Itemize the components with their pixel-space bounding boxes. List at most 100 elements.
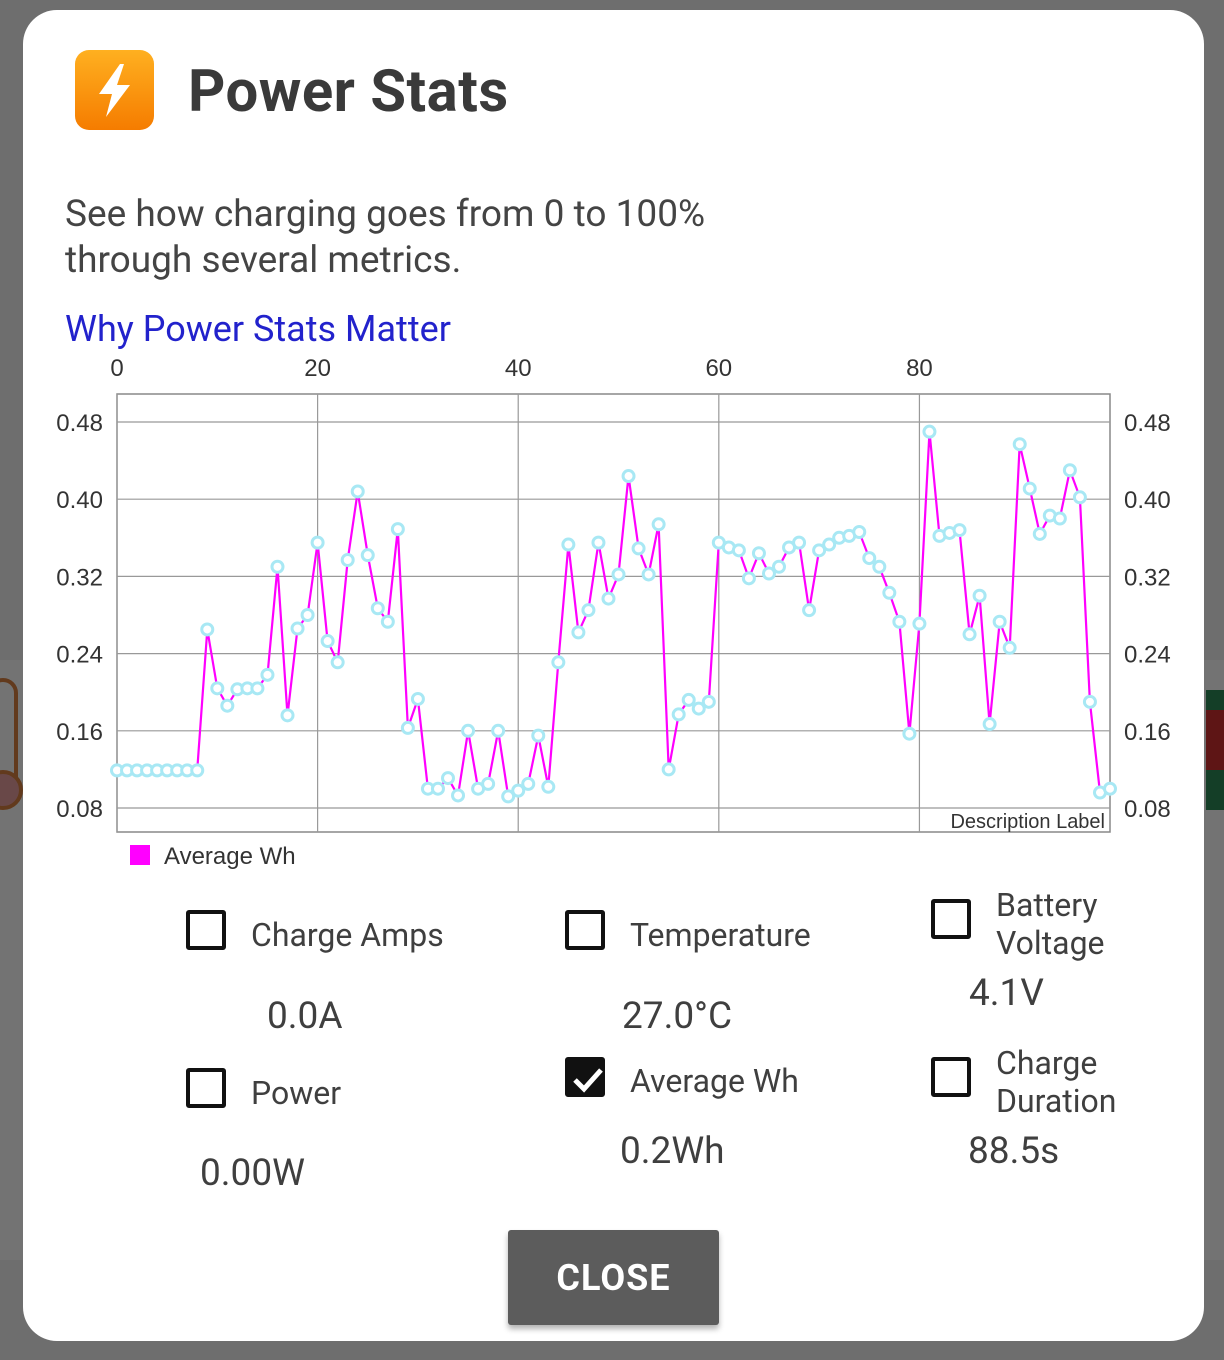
data-point bbox=[430, 781, 445, 796]
data-point bbox=[972, 588, 987, 603]
data-point bbox=[190, 763, 205, 778]
y-tick-label-right: 0.48 bbox=[1124, 410, 1171, 437]
chart-series bbox=[110, 424, 1117, 804]
data-point bbox=[481, 776, 496, 791]
data-point bbox=[912, 616, 927, 631]
y-tick-label-left: 0.24 bbox=[56, 642, 103, 669]
data-point bbox=[280, 708, 295, 723]
battery-voltage-value: 4.1V bbox=[969, 972, 1044, 1015]
data-point bbox=[380, 614, 395, 629]
data-point bbox=[952, 523, 967, 538]
data-point bbox=[691, 701, 706, 716]
data-point bbox=[872, 559, 887, 574]
data-point bbox=[962, 627, 977, 642]
legend-swatch bbox=[130, 845, 150, 865]
power-stats-dialog: Power Stats See how charging goes from 0… bbox=[23, 10, 1204, 1341]
data-point bbox=[501, 789, 516, 804]
data-point bbox=[802, 603, 817, 618]
data-point bbox=[320, 634, 335, 649]
data-point bbox=[812, 543, 827, 558]
data-point bbox=[772, 559, 786, 574]
data-point bbox=[922, 424, 937, 439]
dialog-subtitle: See how charging goes from 0 to 100% thr… bbox=[65, 193, 706, 282]
charge-amps-checkbox[interactable] bbox=[186, 910, 226, 950]
data-point bbox=[1103, 781, 1117, 796]
charge-duration-label: Charge Duration bbox=[996, 1044, 1117, 1120]
plot-frame bbox=[116, 393, 1111, 833]
data-point bbox=[892, 614, 907, 629]
data-point bbox=[541, 779, 556, 794]
y-tick-label-left: 0.08 bbox=[56, 796, 103, 823]
data-point bbox=[400, 720, 415, 735]
x-tick-label: 80 bbox=[906, 355, 933, 382]
close-button[interactable]: CLOSE bbox=[508, 1230, 719, 1325]
average-wh-checkbox[interactable] bbox=[565, 1057, 605, 1097]
data-point bbox=[621, 469, 636, 484]
data-point bbox=[651, 517, 666, 532]
chart-axes: 0.08 0.08 0.16 0.16 0.24 0.24 0.32 0.32 0.40 0.40… bbox=[56, 355, 1170, 823]
data-point bbox=[370, 601, 385, 616]
data-point bbox=[220, 698, 235, 713]
data-point bbox=[1012, 437, 1027, 452]
average-wh-chart[interactable]: 0.08 0.08 0.16 0.16 0.24 0.24 0.32 0.32 0.40 0.40… bbox=[23, 10, 1204, 890]
y-tick-label-left: 0.32 bbox=[56, 564, 103, 591]
x-tick-label: 40 bbox=[505, 355, 532, 382]
data-point bbox=[1062, 463, 1077, 478]
x-tick-label: 60 bbox=[705, 355, 732, 382]
power-value: 0.00W bbox=[200, 1152, 305, 1195]
data-point bbox=[852, 525, 867, 540]
y-tick-label-left: 0.40 bbox=[56, 487, 103, 514]
y-tick-label-right: 0.40 bbox=[1124, 487, 1171, 514]
data-point bbox=[491, 723, 506, 738]
data-point bbox=[792, 535, 807, 550]
chart-grid bbox=[116, 393, 1111, 833]
temperature-checkbox[interactable] bbox=[565, 910, 605, 950]
data-point bbox=[902, 726, 917, 741]
data-point bbox=[992, 614, 1007, 629]
why-power-stats-link[interactable]: Why Power Stats Matter bbox=[65, 308, 451, 350]
data-point bbox=[350, 484, 365, 499]
data-point bbox=[310, 535, 325, 550]
data-point bbox=[451, 788, 466, 803]
power-label: Power bbox=[251, 1074, 342, 1112]
data-point bbox=[1052, 511, 1067, 526]
data-point bbox=[551, 655, 566, 670]
data-point bbox=[661, 762, 676, 777]
average-wh-label: Average Wh bbox=[630, 1062, 799, 1100]
data-point bbox=[521, 776, 536, 791]
y-tick-label-left: 0.48 bbox=[56, 410, 103, 437]
power-checkbox[interactable] bbox=[186, 1068, 226, 1108]
y-tick-label-right: 0.08 bbox=[1124, 796, 1171, 823]
average-wh-value: 0.2Wh bbox=[620, 1130, 725, 1173]
data-point bbox=[390, 522, 405, 537]
data-point bbox=[1002, 640, 1017, 655]
data-point bbox=[441, 771, 455, 786]
data-point bbox=[882, 585, 897, 600]
y-tick-label-right: 0.16 bbox=[1124, 719, 1171, 746]
battery-voltage-label: Battery Voltage bbox=[996, 886, 1105, 962]
data-point bbox=[270, 559, 285, 574]
data-point bbox=[511, 783, 526, 798]
y-tick-label-right: 0.24 bbox=[1124, 642, 1171, 669]
data-point bbox=[561, 537, 576, 552]
data-point bbox=[741, 571, 756, 586]
power-stats-app-icon bbox=[75, 50, 154, 130]
data-point bbox=[982, 717, 997, 732]
charge-duration-checkbox[interactable] bbox=[931, 1057, 971, 1097]
y-tick-label-left: 0.16 bbox=[56, 719, 103, 746]
data-point bbox=[330, 655, 345, 670]
x-tick-label: 0 bbox=[110, 355, 123, 382]
data-point bbox=[200, 622, 215, 637]
checkmark-icon bbox=[573, 1068, 603, 1093]
data-point bbox=[611, 567, 626, 582]
battery-voltage-checkbox[interactable] bbox=[931, 899, 971, 939]
data-point bbox=[250, 681, 265, 696]
data-point bbox=[571, 625, 586, 640]
data-point bbox=[340, 552, 355, 567]
data-point bbox=[751, 546, 766, 561]
data-point bbox=[300, 608, 315, 622]
charge-amps-label: Charge Amps bbox=[251, 916, 444, 954]
data-point bbox=[761, 566, 776, 581]
data-point bbox=[681, 692, 696, 707]
data-point bbox=[1032, 526, 1047, 541]
